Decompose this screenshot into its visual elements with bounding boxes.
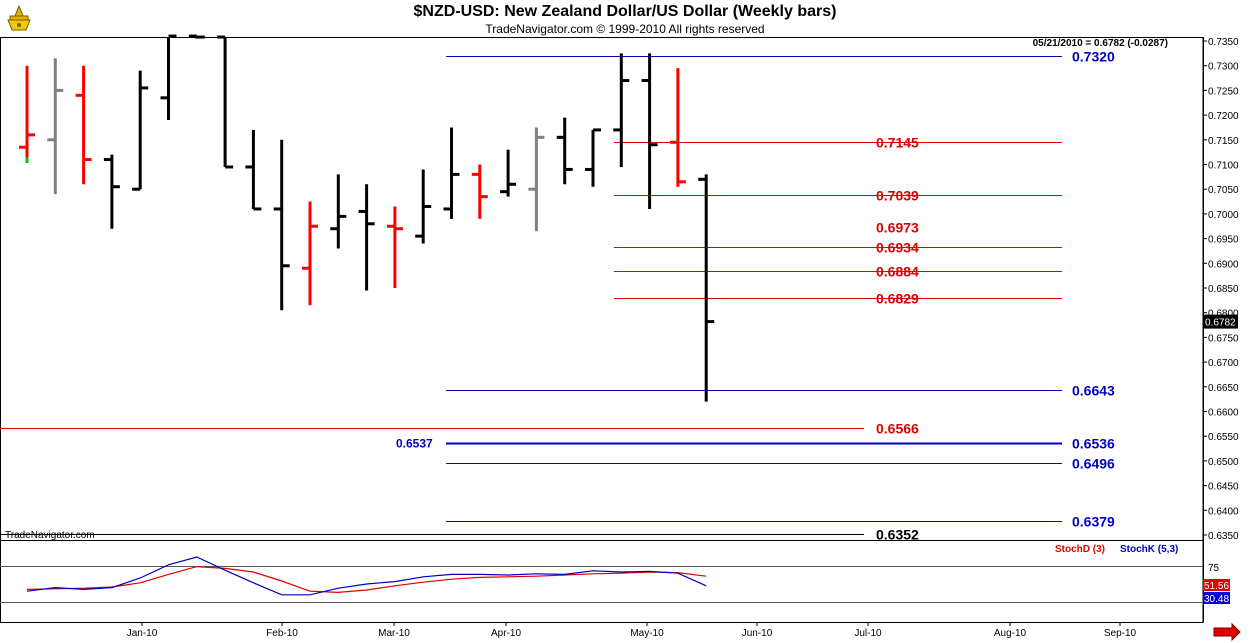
y-tick-label: 0.7050 xyxy=(1208,185,1239,196)
x-tick-label: Jun-10 xyxy=(742,628,773,639)
level-label: 0.6566 xyxy=(876,421,919,437)
last-price-info: 05/21/2010 = 0.6782 (-0.0287) xyxy=(1032,38,1168,49)
osc-y-tick-label: 75 xyxy=(1208,563,1220,574)
y-tick-label: 0.6350 xyxy=(1208,531,1239,542)
y-tick-label: 0.7200 xyxy=(1208,111,1239,122)
y-tick-label: 0.6450 xyxy=(1208,482,1239,493)
stoch-d-value: 51.56 xyxy=(1204,581,1229,592)
y-tick-label: 0.6400 xyxy=(1208,506,1239,517)
y-tick-label: 0.6700 xyxy=(1208,358,1239,369)
y-tick-label: 0.6800 xyxy=(1208,309,1239,320)
level-label: 0.7145 xyxy=(876,135,919,151)
y-tick-label: 0.6750 xyxy=(1208,333,1239,344)
scroll-right-arrow-icon xyxy=(1213,622,1241,642)
level-label: 0.6379 xyxy=(1072,514,1115,530)
stoch-k-value-tag xyxy=(1203,592,1230,604)
level-label: 0.7320 xyxy=(1072,49,1115,65)
y-tick-label: 0.7250 xyxy=(1208,86,1239,97)
level-label: 0.6536 xyxy=(1072,436,1115,452)
legend-stoch-d: StochD (3) xyxy=(1055,544,1105,555)
watermark: TradeNavigator.com xyxy=(5,530,95,541)
y-tick-label: 0.6900 xyxy=(1208,259,1239,270)
legend-stoch-k: StochK (5,3) xyxy=(1120,544,1179,555)
last-price-tag xyxy=(1203,314,1238,329)
x-tick-label: Jul-10 xyxy=(854,628,882,639)
x-tick-label: Sep-10 xyxy=(1104,628,1137,639)
x-tick-label: Feb-10 xyxy=(266,628,298,639)
level-label: 0.6884 xyxy=(876,264,919,280)
y-tick-label: 0.7100 xyxy=(1208,161,1239,172)
y-tick-label: 0.6550 xyxy=(1208,432,1239,443)
x-tick-label: Apr-10 xyxy=(491,628,521,639)
stoch-k-value: 30.48 xyxy=(1204,594,1229,605)
y-tick-label: 0.6650 xyxy=(1208,383,1239,394)
x-tick-label: May-10 xyxy=(630,628,664,639)
y-tick-label: 0.7300 xyxy=(1208,62,1239,73)
y-tick-label: 0.6950 xyxy=(1208,235,1239,246)
y-tick-label: 0.7150 xyxy=(1208,136,1239,147)
trade-navigator-logo-icon xyxy=(7,4,31,31)
stoch-k-line xyxy=(26,556,707,596)
x-tick-label: Aug-10 xyxy=(994,628,1027,639)
chart-title: $NZD-USD: New Zealand Dollar/US Dollar (… xyxy=(413,3,837,20)
last-price-tag-label: 0.6782 xyxy=(1205,318,1236,329)
y-tick-label: 0.6500 xyxy=(1208,457,1239,468)
stoch-d-value-tag xyxy=(1203,579,1230,591)
level-label: 0.6973 xyxy=(876,220,919,236)
level-label: 0.7039 xyxy=(876,188,919,204)
chart-subtitle: TradeNavigator.com © 1999-2010 All right… xyxy=(485,22,765,36)
y-tick-label: 0.7350 xyxy=(1208,37,1239,48)
level-label: 0.6829 xyxy=(876,291,919,307)
level-label: 0.6352 xyxy=(876,527,919,543)
x-tick-label: Jan-10 xyxy=(127,628,158,639)
stoch-d-line xyxy=(26,565,707,594)
level-label: 0.6643 xyxy=(1072,383,1115,399)
level-label: 0.6496 xyxy=(1072,456,1115,472)
x-tick-label: Mar-10 xyxy=(378,628,410,639)
level-label: 0.6934 xyxy=(876,240,919,256)
y-tick-label: 0.7000 xyxy=(1208,210,1239,221)
y-tick-label: 0.6850 xyxy=(1208,284,1239,295)
y-tick-label: 0.6600 xyxy=(1208,408,1239,419)
level-left-label: 0.6537 xyxy=(396,437,433,451)
